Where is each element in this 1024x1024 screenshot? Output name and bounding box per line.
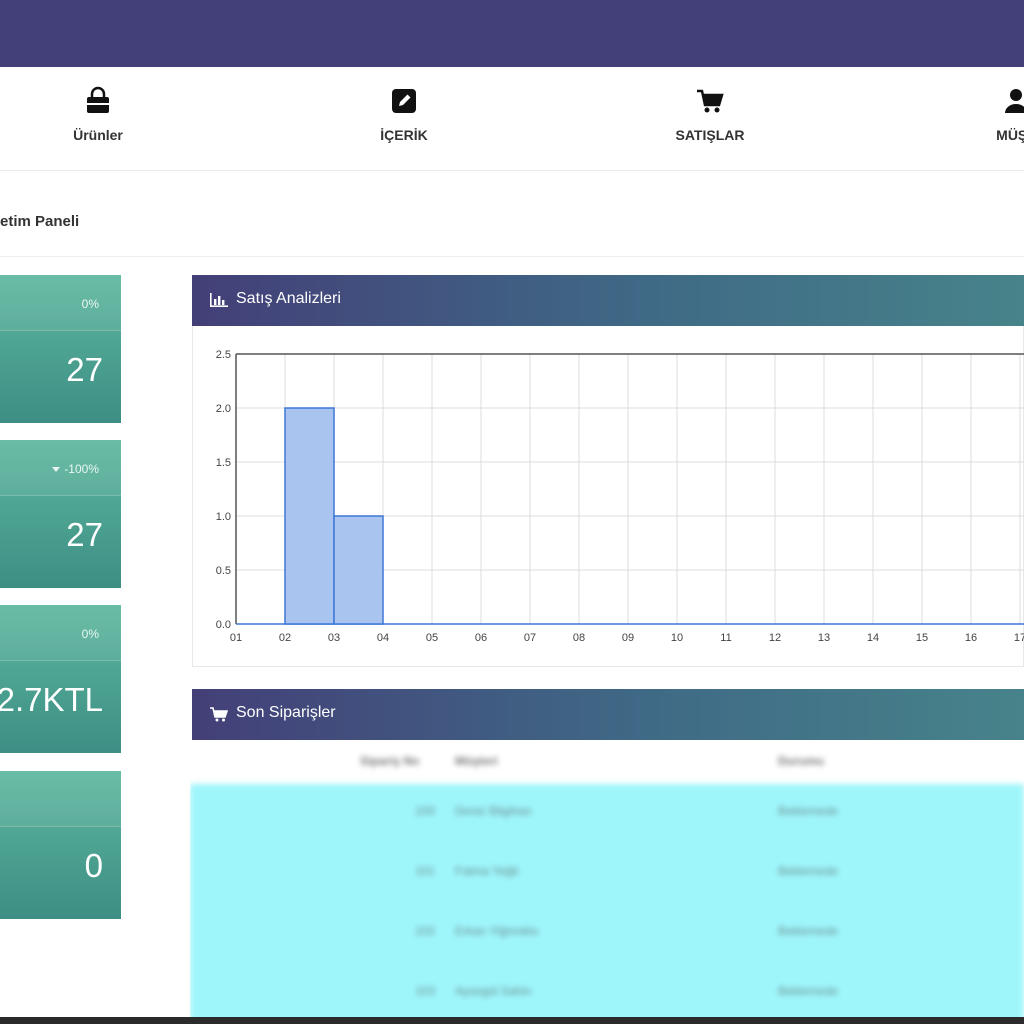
stat-card-header: [0, 275, 121, 331]
main-nav: Ürünler İÇERİK SATIŞLAR MÜŞT: [0, 67, 1024, 171]
table-row[interactable]: 102 Erkan Yiğmoklu Beklemede: [190, 904, 1024, 964]
nav-item-customers[interactable]: MÜŞT: [946, 85, 1024, 143]
x-tick-label: 16: [965, 632, 977, 644]
x-tick-label: 01: [230, 632, 242, 644]
x-tick-label: 15: [916, 632, 928, 644]
order-status: Beklemede: [778, 804, 839, 818]
page-title: etim Paneli: [0, 213, 80, 230]
top-bar: [0, 0, 1024, 67]
panel-title: Son Siparişler: [236, 704, 336, 721]
x-tick-label: 09: [622, 632, 634, 644]
stat-value: 27: [66, 516, 103, 553]
nav-label: İÇERİK: [380, 127, 428, 143]
sales-chart: 0.0 0.5 1.0 1.5 2.0 2.5 01 02 03 04 05 06 07 08 09 10 11…: [216, 349, 1024, 644]
nav-label: MÜŞT: [996, 127, 1024, 143]
stat-value: 2.7KTL: [0, 681, 103, 718]
x-tick-label: 08: [573, 632, 585, 644]
x-tick-label: 10: [671, 632, 683, 644]
user-icon: [1005, 89, 1024, 113]
x-tick-label: 17: [1014, 632, 1024, 644]
y-tick-label: 2.5: [216, 349, 231, 361]
chart-bar: [333, 515, 384, 625]
orders-panel-header: Son Siparişler: [192, 689, 1024, 740]
stat-value: 0: [84, 847, 103, 884]
order-status: Beklemede: [778, 924, 839, 938]
breadcrumb: etim Paneli: [0, 171, 1024, 257]
x-tick-label: 05: [426, 632, 438, 644]
y-tick-label: 0.5: [216, 565, 231, 577]
stat-card: -100% 27: [0, 440, 121, 588]
order-customer: Erkan Yiğmoklu: [455, 924, 539, 938]
table-row[interactable]: 103 Aysegül Sahin Beklemede: [190, 964, 1024, 1024]
bar-chart-icon: [210, 293, 228, 307]
x-tick-label: 12: [769, 632, 781, 644]
cart-icon: [697, 89, 724, 113]
order-id: 100: [415, 804, 436, 818]
sales-chart-panel: 0.0 0.5 1.0 1.5 2.0 2.5 01 02 03 04 05 06 07 08 09 10 11…: [192, 326, 1024, 667]
stat-card: 0% 2.7KTL: [0, 605, 121, 753]
table-header: Sipariş No Müşteri Durumu: [190, 740, 1024, 784]
column-header: Sipariş No: [360, 754, 420, 768]
stat-percent: 0%: [81, 627, 99, 641]
stat-percent-wrap: -100%: [52, 462, 99, 476]
nav-label: SATIŞLAR: [675, 127, 745, 143]
caret-down-icon: [52, 467, 61, 473]
x-tick-label: 13: [818, 632, 830, 644]
order-customer: Aysegül Sahin: [455, 984, 532, 998]
table-body: 100 Deniz Bilgihan Beklemede 101 Fatma Y…: [190, 784, 1024, 1024]
y-tick-label: 1.0: [216, 511, 231, 523]
stat-value: 27: [66, 351, 103, 388]
order-id: 102: [415, 924, 436, 938]
stat-card-header: [0, 605, 121, 661]
stat-percent: -100%: [64, 462, 99, 476]
x-tick-label: 04: [377, 632, 389, 644]
order-customer: Deniz Bilgihan: [455, 804, 532, 818]
x-tick-label: 03: [328, 632, 340, 644]
x-tick-label: 14: [867, 632, 879, 644]
stat-card: 0% 27: [0, 275, 121, 423]
column-header: Durumu: [778, 754, 824, 768]
x-tick-label: 02: [279, 632, 291, 644]
column-header: Müşteri: [455, 754, 498, 768]
cart-icon: [210, 707, 228, 722]
shopping-bag-icon: [87, 86, 109, 113]
x-tick-label: 06: [475, 632, 487, 644]
order-customer: Fatma Yeğit: [455, 864, 519, 878]
nav-item-products[interactable]: Ürünler: [28, 85, 168, 143]
panel-title: Satış Analizleri: [236, 290, 341, 307]
stat-card-header: [0, 440, 121, 496]
x-tick-label: 07: [524, 632, 536, 644]
y-tick-label: 1.5: [216, 457, 231, 469]
stat-card: 0: [0, 771, 121, 919]
chart-bar: [284, 407, 335, 625]
order-status: Beklemede: [778, 984, 839, 998]
table-row[interactable]: 100 Deniz Bilgihan Beklemede: [190, 784, 1024, 844]
order-id: 103: [415, 984, 436, 998]
sales-panel-header: Satış Analizleri: [192, 275, 1024, 326]
order-status: Beklemede: [778, 864, 839, 878]
nav-label: Ürünler: [73, 127, 123, 143]
nav-item-sales[interactable]: SATIŞLAR: [640, 85, 780, 143]
y-tick-label: 2.0: [216, 403, 231, 415]
nav-item-content[interactable]: İÇERİK: [334, 85, 474, 143]
stat-card-header: [0, 771, 121, 827]
x-tick-label: 11: [720, 632, 731, 644]
stat-percent: 0%: [81, 297, 99, 311]
order-id: 101: [415, 864, 436, 878]
orders-table: Sipariş No Müşteri Durumu 100 Deniz Bilg…: [190, 740, 1024, 1024]
bottom-bar: [0, 1017, 1024, 1024]
edit-icon: [392, 89, 416, 113]
table-row[interactable]: 101 Fatma Yeğit Beklemede: [190, 844, 1024, 904]
y-tick-label: 0.0: [216, 619, 231, 631]
